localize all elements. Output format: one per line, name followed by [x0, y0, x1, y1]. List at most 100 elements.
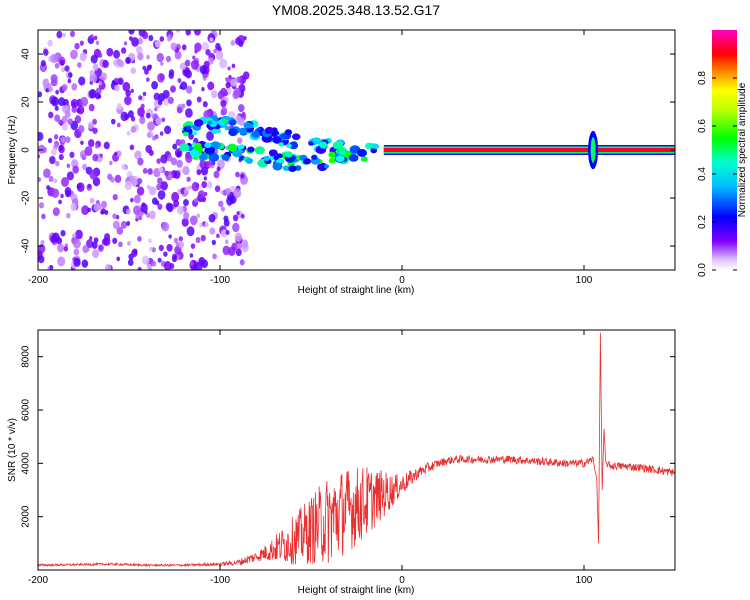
heatmap-cell: [178, 240, 185, 249]
heatmap-cell: [191, 80, 196, 85]
heatmap-cell: [194, 49, 198, 54]
heatmap-cell: [158, 167, 164, 173]
heatmap-cell: [81, 259, 89, 268]
heatmap-cell: [161, 117, 166, 123]
heatmap-band-core: [383, 148, 675, 152]
heatmap-cell: [54, 62, 60, 69]
heatmap-cell: [95, 144, 99, 149]
heatmap-cell: [222, 118, 229, 124]
heatmap-cell: [151, 197, 158, 205]
heatmap-cell: [192, 55, 196, 60]
heatmap-cell: [238, 144, 245, 150]
heatmap-cell: [211, 128, 219, 134]
heatmap-cell: [185, 108, 193, 118]
heatmap-cell: [112, 193, 118, 201]
heatmap-cell: [208, 153, 220, 162]
snr-y-ticks: 2000 4000 6000 8000: [21, 345, 675, 528]
heatmap-cell: [84, 146, 93, 157]
heatmap-cell: [181, 103, 186, 109]
heatmap-cell: [58, 97, 66, 107]
heatmap-cell: [87, 183, 92, 189]
heatmap-cell: [48, 175, 54, 183]
snr-y-tick-label: 6000: [21, 398, 32, 421]
heatmap-cell: [225, 77, 229, 82]
heatmap-cell: [79, 40, 84, 46]
heatmap-cell: [220, 190, 224, 195]
heatmap-cell: [168, 72, 174, 80]
heatmap-cell: [45, 78, 49, 83]
heatmap-cell: [224, 126, 230, 131]
heatmap-x-tick-label: 100: [576, 275, 593, 286]
snr-y-tick-label: 8000: [21, 345, 32, 368]
heatmap-cell: [131, 37, 139, 47]
heatmap-cell: [241, 239, 249, 249]
heatmap-cell: [278, 142, 284, 147]
heatmap-cell: [82, 163, 88, 171]
heatmap-cell: [57, 256, 66, 267]
heatmap-cell: [112, 220, 120, 230]
heatmap-cell: [292, 133, 301, 141]
heatmap-cell: [57, 119, 62, 125]
heatmap-cell: [148, 238, 152, 244]
heatmap-cell: [55, 89, 60, 95]
heatmap-cell: [146, 54, 150, 60]
heatmap-cell: [181, 217, 189, 227]
heatmap-cell: [199, 159, 207, 169]
heatmap-cell: [137, 107, 145, 117]
heatmap-cell: [230, 78, 238, 87]
heatmap-cell: [146, 132, 152, 138]
heatmap-cell: [98, 81, 102, 86]
heatmap-cell: [115, 150, 122, 158]
heatmap-x-ticks: -200 -100 0 100: [28, 30, 593, 286]
heatmap-cell: [137, 157, 144, 166]
heatmap-cell: [189, 253, 194, 258]
heatmap-cell: [77, 105, 85, 115]
heatmap-cell: [51, 96, 59, 107]
heatmap-cell: [114, 174, 122, 183]
heatmap-cell: [178, 236, 183, 242]
heatmap-cell: [120, 111, 129, 122]
heatmap-cell: [236, 211, 240, 216]
heatmap-cell: [188, 185, 192, 190]
heatmap-cell: [243, 122, 252, 129]
heatmap-cell: [284, 129, 293, 136]
heatmap-cell: [142, 65, 147, 71]
heatmap-cell: [120, 220, 128, 229]
heatmap-cell: [211, 90, 218, 99]
heatmap-cell: [60, 193, 64, 199]
snr-frame: [37, 329, 676, 571]
heatmap-y-tick-label: 0: [21, 147, 32, 153]
heatmap-cell: [58, 154, 64, 161]
heatmap-cell: [185, 154, 193, 164]
heatmap-cell: [80, 140, 84, 145]
heatmap-cell: [138, 95, 143, 101]
heatmap-cell: [154, 39, 161, 48]
heatmap-cell: [158, 244, 164, 252]
heatmap-cell: [282, 165, 290, 171]
heatmap-cell: [204, 221, 209, 228]
heatmap-cell: [161, 221, 170, 232]
snr-y-label: SNR (10 * v/v): [7, 418, 18, 482]
heatmap-cell: [176, 106, 183, 114]
heatmap-cell: [157, 177, 163, 185]
heatmap-cell: [240, 173, 245, 179]
heatmap-cell: [89, 169, 98, 180]
heatmap-cell: [204, 142, 212, 149]
heatmap-cell: [64, 187, 72, 196]
heatmap-cell: [70, 98, 79, 109]
heatmap-cell: [38, 154, 41, 159]
heatmap-cell: [286, 143, 292, 149]
heatmap-cell: [200, 234, 206, 242]
heatmap-cell: [264, 126, 274, 135]
heatmap-cell: [112, 237, 118, 244]
heatmap-cell: [89, 197, 95, 204]
heatmap-cell: [204, 146, 216, 155]
heatmap-cell: [145, 112, 151, 119]
heatmap-cell: [216, 233, 220, 239]
heatmap-cell: [164, 125, 172, 135]
heatmap-cell: [75, 229, 83, 240]
heatmap-cell: [209, 227, 216, 235]
heatmap-cell: [53, 134, 59, 140]
heatmap-cell: [66, 171, 74, 181]
